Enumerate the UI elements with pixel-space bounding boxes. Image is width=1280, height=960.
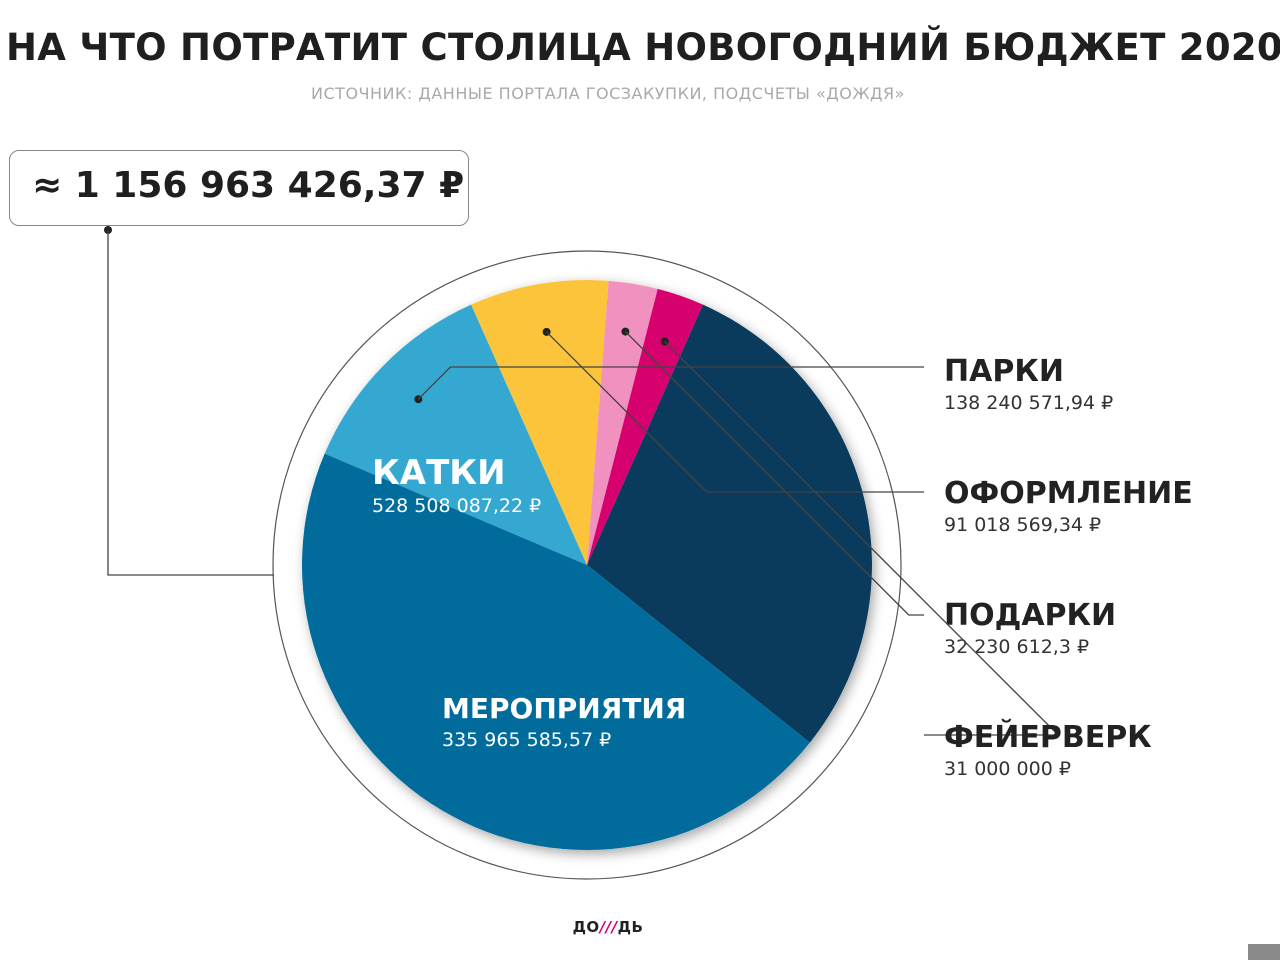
slice-label-0: ПАРКИ: [944, 354, 1064, 389]
slice-label-5: КАТКИ: [372, 453, 506, 493]
callout-line-2: [624, 331, 924, 616]
slice-label-1: ОФОРМЛЕНИЕ: [944, 476, 1193, 511]
total-box: ≈ 1 156 963 426,37 ₽: [9, 150, 469, 226]
slice-value-2: 32 230 612,3 ₽: [944, 636, 1089, 658]
logo-mid: ///: [599, 918, 618, 936]
pie-slice-4: [587, 304, 873, 743]
callout-line-3: [664, 341, 1060, 736]
total-value: ≈ 1 156 963 426,37 ₽: [32, 165, 465, 206]
pie-outer-ring: [272, 250, 902, 880]
callout-line-1: [546, 331, 924, 493]
slice-value-1: 91 018 569,34 ₽: [944, 514, 1101, 536]
slice-label-4: МЕРОПРИЯТИЯ: [442, 692, 686, 725]
total-connector-line: [107, 230, 274, 576]
pie-slice-0: [324, 304, 587, 565]
slice-label-3: ФЕЙЕРВЕРК: [944, 719, 1152, 755]
logo-right: ДЬ: [617, 918, 644, 936]
pie-slice-2: [587, 280, 658, 565]
chart-title: НА ЧТО ПОТРАТИТ СТОЛИЦА НОВОГОДНИЙ БЮДЖЕ…: [6, 26, 1280, 69]
slice-value-5: 528 508 087,22 ₽: [372, 495, 541, 517]
callout-line-0: [417, 366, 924, 400]
pie-slice-3: [587, 288, 703, 565]
dozhd-logo: ДО///ДЬ: [558, 918, 658, 936]
slice-value-3: 31 000 000 ₽: [944, 758, 1071, 780]
logo-left: ДО: [572, 918, 600, 936]
pie-slice-1: [471, 280, 609, 565]
pie-slice-5: [302, 453, 810, 850]
slice-value-4: 335 965 585,57 ₽: [442, 729, 611, 751]
slice-value-0: 138 240 571,94 ₽: [944, 392, 1113, 414]
chart-subtitle: ИСТОЧНИК: ДАННЫЕ ПОРТАЛА ГОСЗАКУПКИ, ПОД…: [311, 84, 905, 103]
corner-mark: [1248, 944, 1280, 960]
slice-label-2: ПОДАРКИ: [944, 598, 1116, 633]
